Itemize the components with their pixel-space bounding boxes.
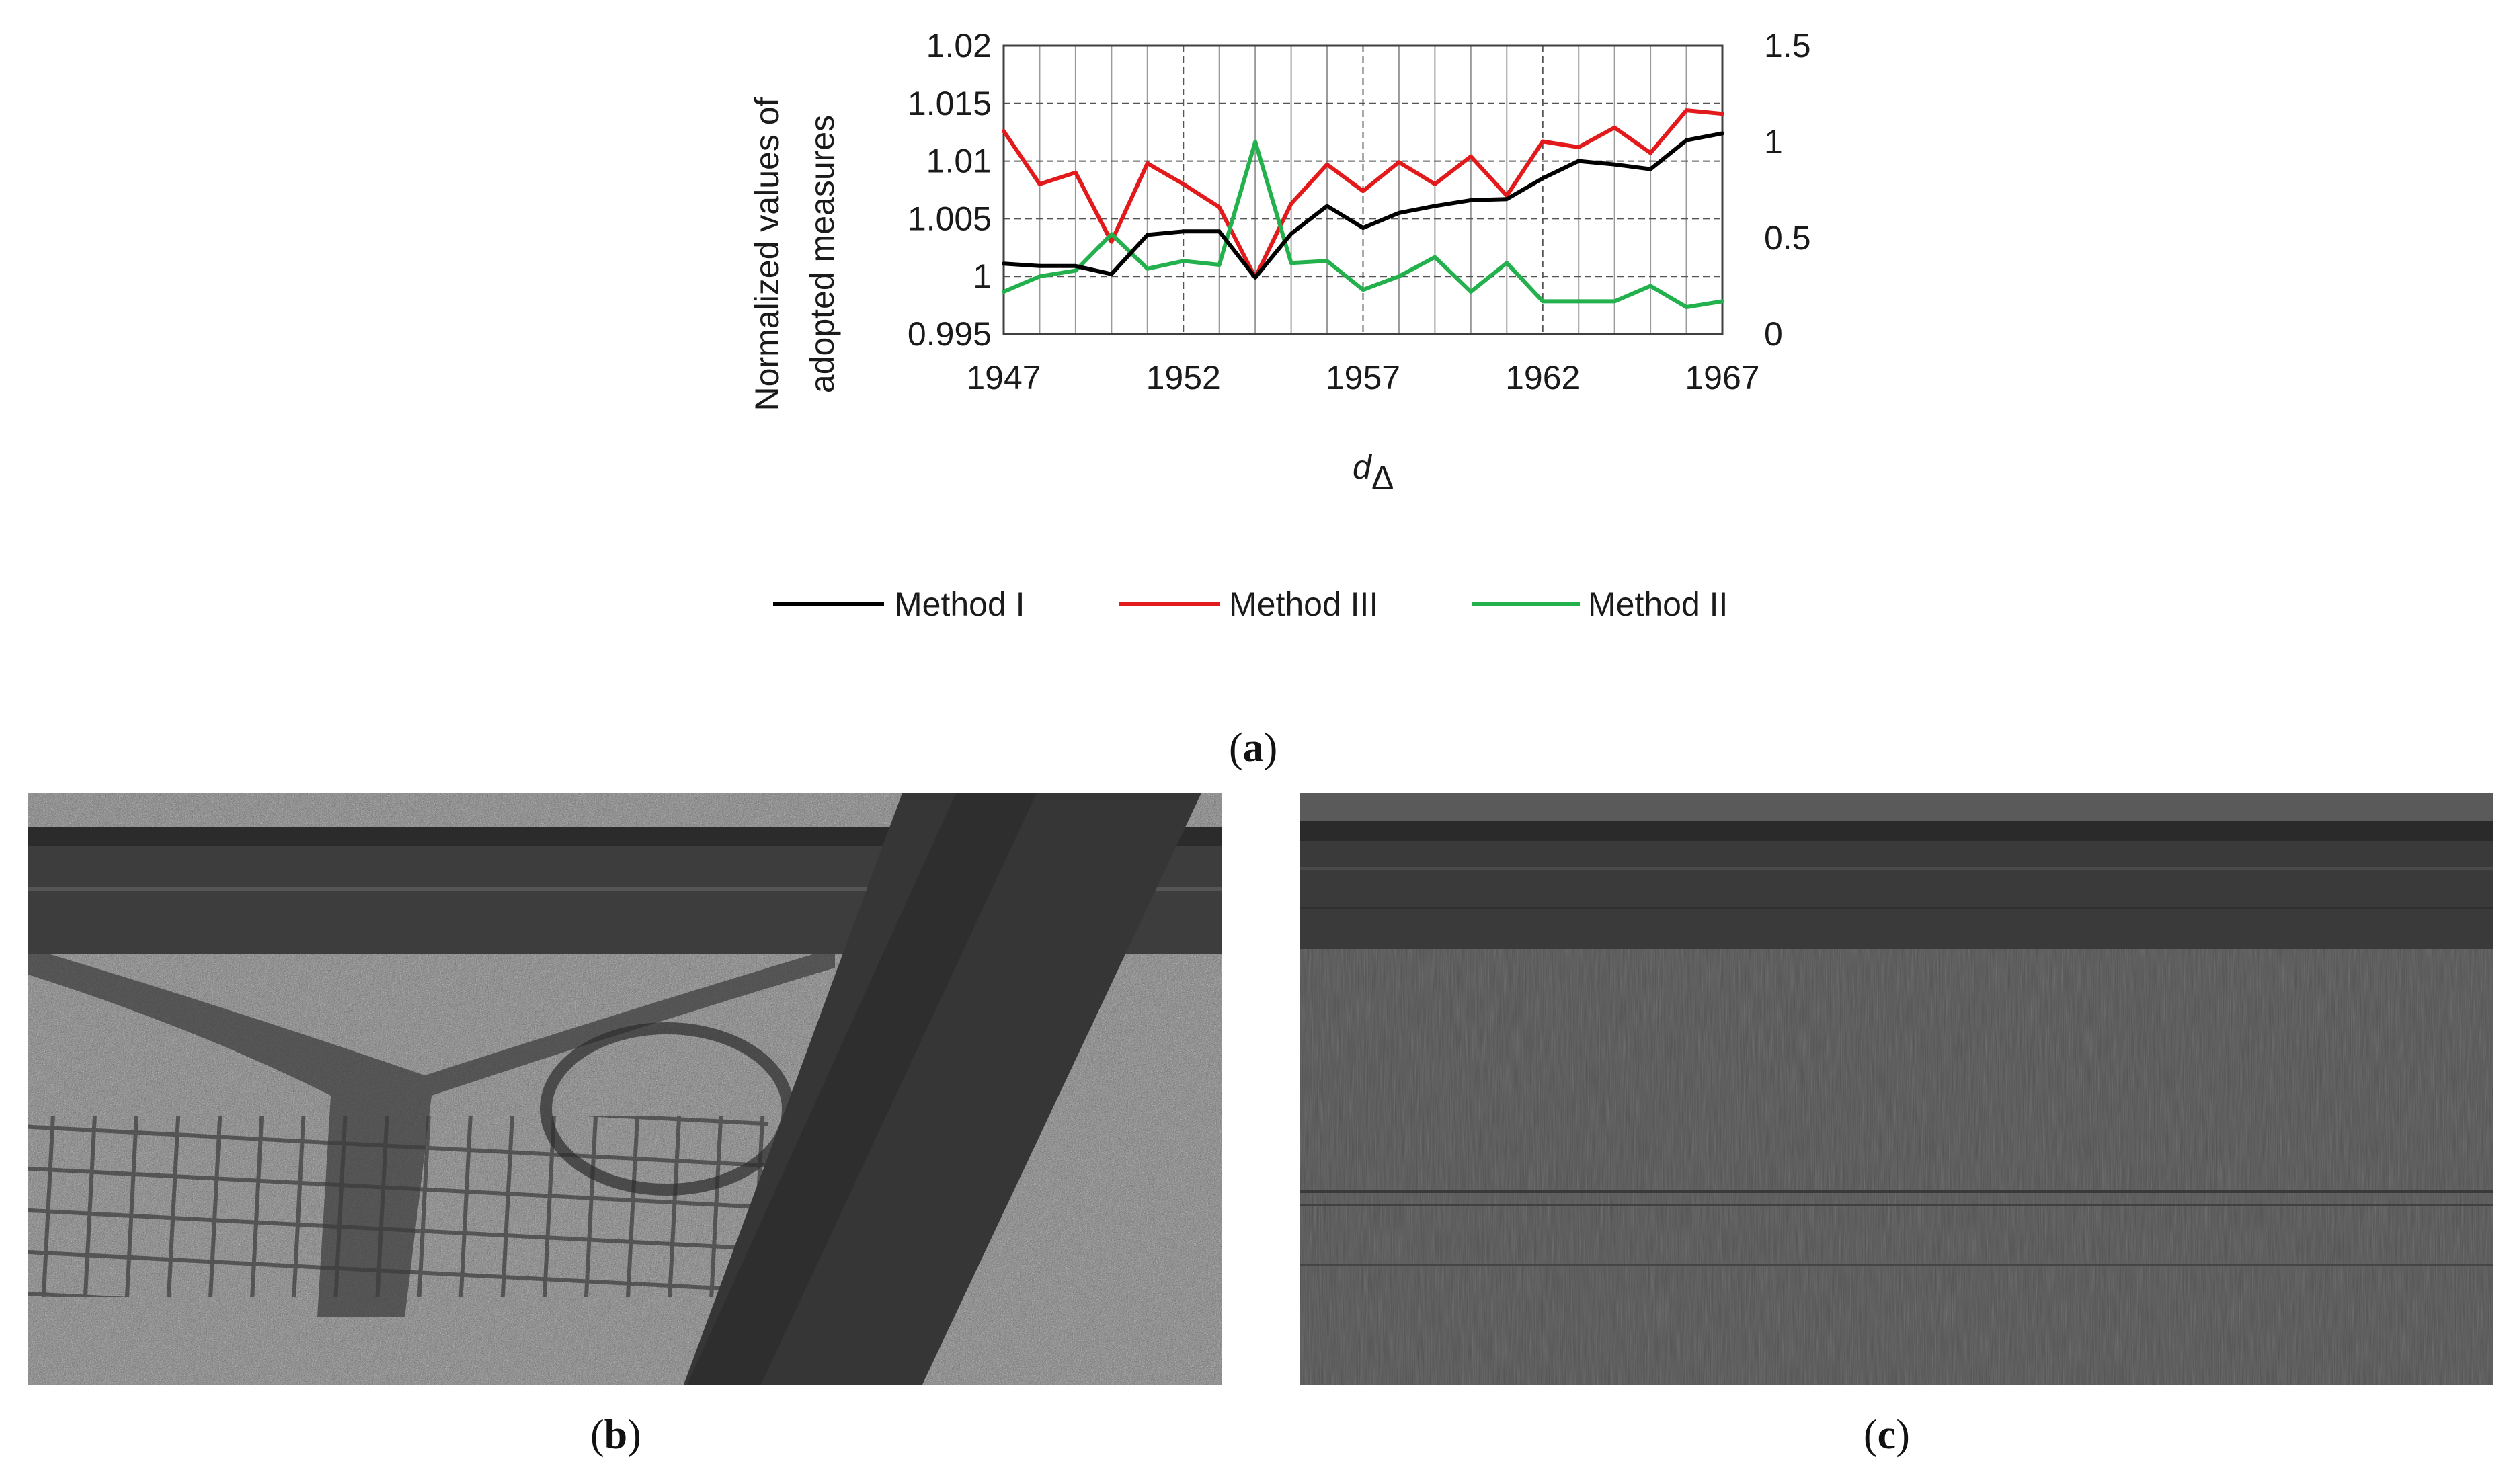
- tick-labels: 1947 1952 1957 1962 1967 1.02 1.015 1.01 1.005 1 0…: [908, 27, 1811, 397]
- x-tick-label: 1957: [1326, 359, 1400, 397]
- y-right-tick-label: 0.5: [1764, 219, 1811, 257]
- series-layer: [1002, 108, 1724, 309]
- line-chart: 1947 1952 1957 1962 1967 1.02 1.015 1.01 1.005 1 0…: [748, 27, 1811, 623]
- series-line-method-iii: [1002, 108, 1724, 280]
- x-tick-label: 1962: [1505, 359, 1580, 397]
- caption-c: (c): [1864, 1412, 1910, 1458]
- legend-label-method-3: Method III: [1229, 585, 1378, 623]
- sar-image-b: [28, 793, 1222, 1385]
- caption-b: (b): [590, 1412, 641, 1458]
- series-line-method-ii: [1002, 140, 1724, 309]
- y-left-tick-label: 1: [973, 257, 992, 295]
- x-tick-label: 1952: [1146, 359, 1221, 397]
- y-right-tick-label: 0: [1764, 315, 1783, 353]
- sar-image-panel-c: [1300, 793, 2493, 1385]
- y-left-tick-label: 1.02: [926, 27, 992, 65]
- legend-label-method-1: Method I: [894, 585, 1025, 623]
- y-left-tick-label: 1.005: [908, 200, 992, 237]
- series-line-method-i: [1002, 131, 1724, 280]
- chart-grid: [1004, 46, 1722, 334]
- y-left-tick-label: 1.015: [908, 85, 992, 122]
- x-axis-label: d: [1353, 448, 1373, 486]
- x-axis-label-subscript: Δ: [1371, 459, 1394, 497]
- y-left-tick-label: 0.995: [908, 315, 992, 353]
- caption-a: (a): [1229, 725, 1278, 771]
- legend-label-method-2: Method II: [1588, 585, 1728, 623]
- y-axis-label-line-1: Normalized values of: [748, 97, 786, 411]
- x-tick-label: 1947: [966, 359, 1041, 397]
- legend: Method I Method III Method II: [773, 585, 1728, 623]
- x-tick-label: 1967: [1685, 359, 1759, 397]
- y-right-tick-label: 1.5: [1764, 27, 1811, 65]
- y-right-tick-label: 1: [1764, 123, 1783, 161]
- sar-image-c: [1300, 793, 2493, 1385]
- y-left-tick-label: 1.01: [926, 142, 992, 180]
- sar-image-panel-b: [28, 793, 1222, 1385]
- plot-frame: [1002, 44, 1724, 335]
- y-axis-label-line-2: adopted measures: [803, 115, 841, 393]
